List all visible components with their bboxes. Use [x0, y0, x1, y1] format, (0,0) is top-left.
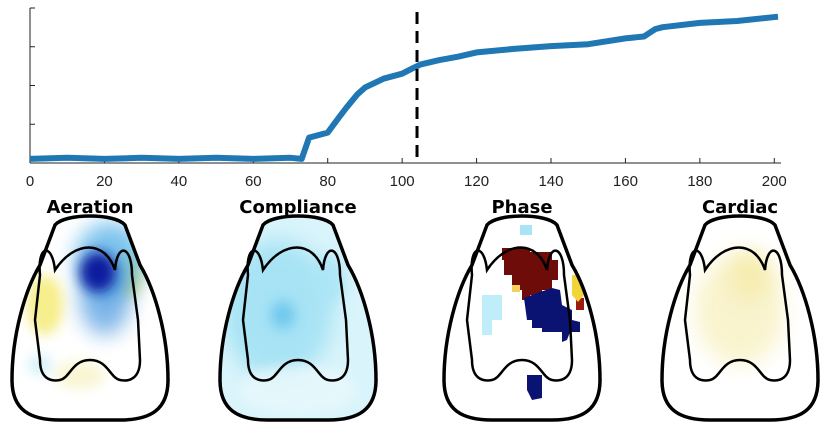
heatmap-panel-cardiac: Cardiac	[660, 197, 820, 422]
x-tick-label: 200	[762, 173, 787, 190]
panel-title-compliance: Compliance	[239, 197, 356, 218]
x-tick-label: 0	[26, 173, 34, 190]
x-tick-label: 160	[613, 173, 638, 190]
x-tick-label: 120	[464, 173, 489, 190]
heatmap-panel-compliance: Compliance	[218, 197, 378, 422]
lung-outline	[683, 246, 792, 382]
x-ticks: 0 20 40 60 80 100 120 140 160 180 200	[26, 158, 787, 190]
heatmap-panel-phase: Phase	[442, 197, 602, 422]
lung-outline	[465, 246, 574, 382]
line-chart: 0 20 40 60 80 100 120 140 160 180 200	[26, 7, 787, 190]
panel-title-phase: Phase	[491, 197, 552, 218]
x-tick-label: 20	[96, 173, 113, 190]
panel-title-cardiac: Cardiac	[702, 197, 778, 218]
x-tick-label: 100	[390, 173, 415, 190]
x-tick-label: 180	[687, 173, 712, 190]
heatmap-panel-aeration: Aeration	[10, 197, 170, 422]
panel-title-aeration: Aeration	[46, 197, 133, 218]
series-line	[29, 13, 779, 162]
lung-outline	[33, 246, 142, 382]
lung-outline	[241, 246, 350, 382]
y-ticks	[30, 7, 35, 164]
x-tick-label: 60	[245, 173, 262, 190]
x-tick-label: 80	[319, 173, 336, 190]
x-tick-label: 140	[538, 173, 563, 190]
x-tick-label: 40	[171, 173, 188, 190]
